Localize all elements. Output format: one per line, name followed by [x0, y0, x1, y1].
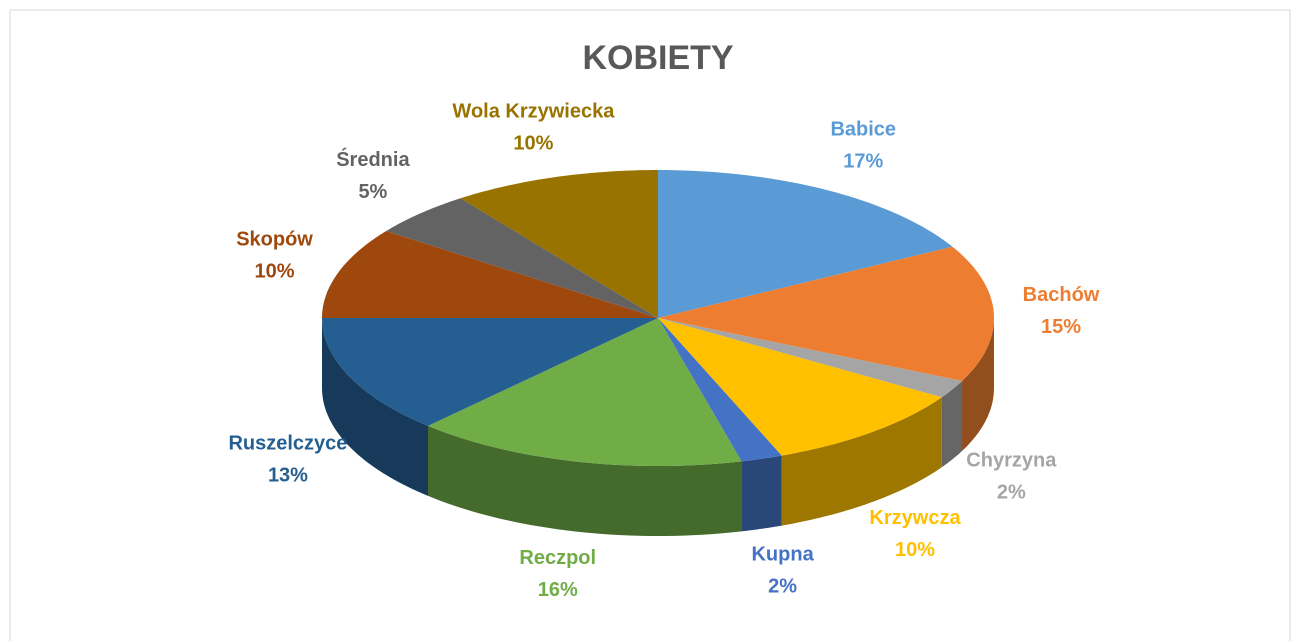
pie-slice — [658, 246, 994, 382]
data-label-name: Reczpol — [519, 547, 596, 569]
data-label-name: Wola Krzywiecka — [452, 100, 615, 122]
pie-slice — [322, 318, 658, 426]
data-label-value: 2% — [768, 575, 797, 597]
data-label-name: Chyrzyna — [966, 450, 1057, 472]
pie-slice — [386, 198, 658, 318]
pie-side — [427, 425, 742, 536]
pie-side — [781, 397, 942, 526]
pie-slice — [658, 318, 942, 456]
data-label-value: 10% — [255, 261, 295, 283]
pie-slice — [460, 170, 658, 318]
data-label-value: 17% — [843, 150, 883, 172]
data-label-name: Ruszelczyce — [228, 433, 347, 455]
pie-slice — [658, 318, 782, 462]
pie-slice — [322, 231, 658, 318]
data-label-name: Skopów — [236, 229, 313, 251]
pie-tops — [322, 170, 994, 466]
data-label-name: Babice — [830, 118, 896, 140]
pie-side — [941, 381, 963, 468]
pie-side — [322, 318, 428, 496]
data-label-name: Kupna — [751, 543, 814, 565]
data-label-value: 15% — [1041, 316, 1081, 338]
labels: Babice 17% Bachów 15% Chyrzyna 2% Krzywcza 10% K… — [228, 100, 1099, 601]
data-label-name: Średnia — [336, 147, 410, 171]
data-label-value: 5% — [358, 181, 387, 203]
pie-slice — [658, 170, 953, 318]
pie-slice — [427, 318, 742, 466]
pie-side — [962, 318, 994, 452]
data-label-value: 10% — [895, 539, 935, 561]
data-label-value: 16% — [538, 579, 578, 601]
pie-side — [741, 455, 782, 532]
chart-title: KOBIETY — [582, 39, 733, 77]
data-label-value: 2% — [997, 482, 1026, 504]
data-label-name: Krzywcza — [869, 507, 961, 529]
data-label-name: Bachów — [1023, 284, 1100, 306]
pie-slice — [658, 318, 963, 398]
data-label-value: 13% — [268, 465, 308, 487]
pie-sides — [322, 318, 994, 536]
data-label-value: 10% — [513, 132, 553, 154]
